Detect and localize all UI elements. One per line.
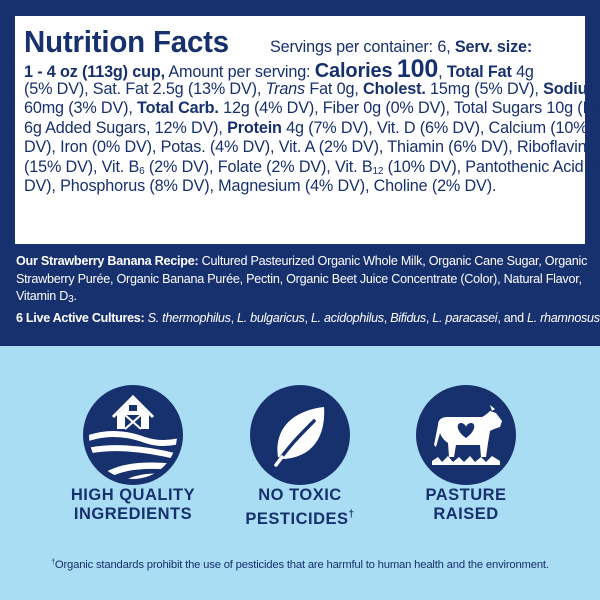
calories-label: Calories <box>314 60 393 82</box>
leaf-icon <box>250 385 350 485</box>
nutrition-header-line: Nutrition Facts Servings per container: … <box>24 24 576 59</box>
cultures-label: 6 Live Active Cultures: <box>16 311 145 325</box>
total-fat-label: Total Fat <box>446 63 512 81</box>
footnote: †Organic standards prohibit the use of p… <box>51 559 549 571</box>
serv-size-value: 1 - 4 oz (113g) cup, <box>24 63 165 81</box>
nutrition-facts-panel: Nutrition Facts Servings per container: … <box>15 16 600 244</box>
nutrition-lines: 1 - 4 oz (113g) cup, Amount per serving:… <box>24 55 600 195</box>
recipe-text: Our Strawberry Banana Recipe: Cultured P… <box>16 254 588 305</box>
claim-no-toxic: NO TOXIC PESTICIDES† <box>245 486 355 528</box>
cultures-text: 6 Live Active Cultures: S. thermophilus,… <box>16 311 600 325</box>
barn-farm-icon <box>83 385 183 485</box>
calories-value: 100 <box>396 55 439 83</box>
servings-text: Servings per container: 6, <box>270 38 455 56</box>
nutrition-title: Nutrition Facts <box>24 24 229 59</box>
claim-pasture-raised: PASTURE RAISED <box>425 486 507 523</box>
claim-high-quality: HIGH QUALITY INGREDIENTS <box>70 486 196 523</box>
cow-heart-icon <box>416 385 516 485</box>
recipe-label: Our Strawberry Banana Recipe: <box>16 254 199 268</box>
serv-size-label: Serv. size: <box>454 38 533 56</box>
